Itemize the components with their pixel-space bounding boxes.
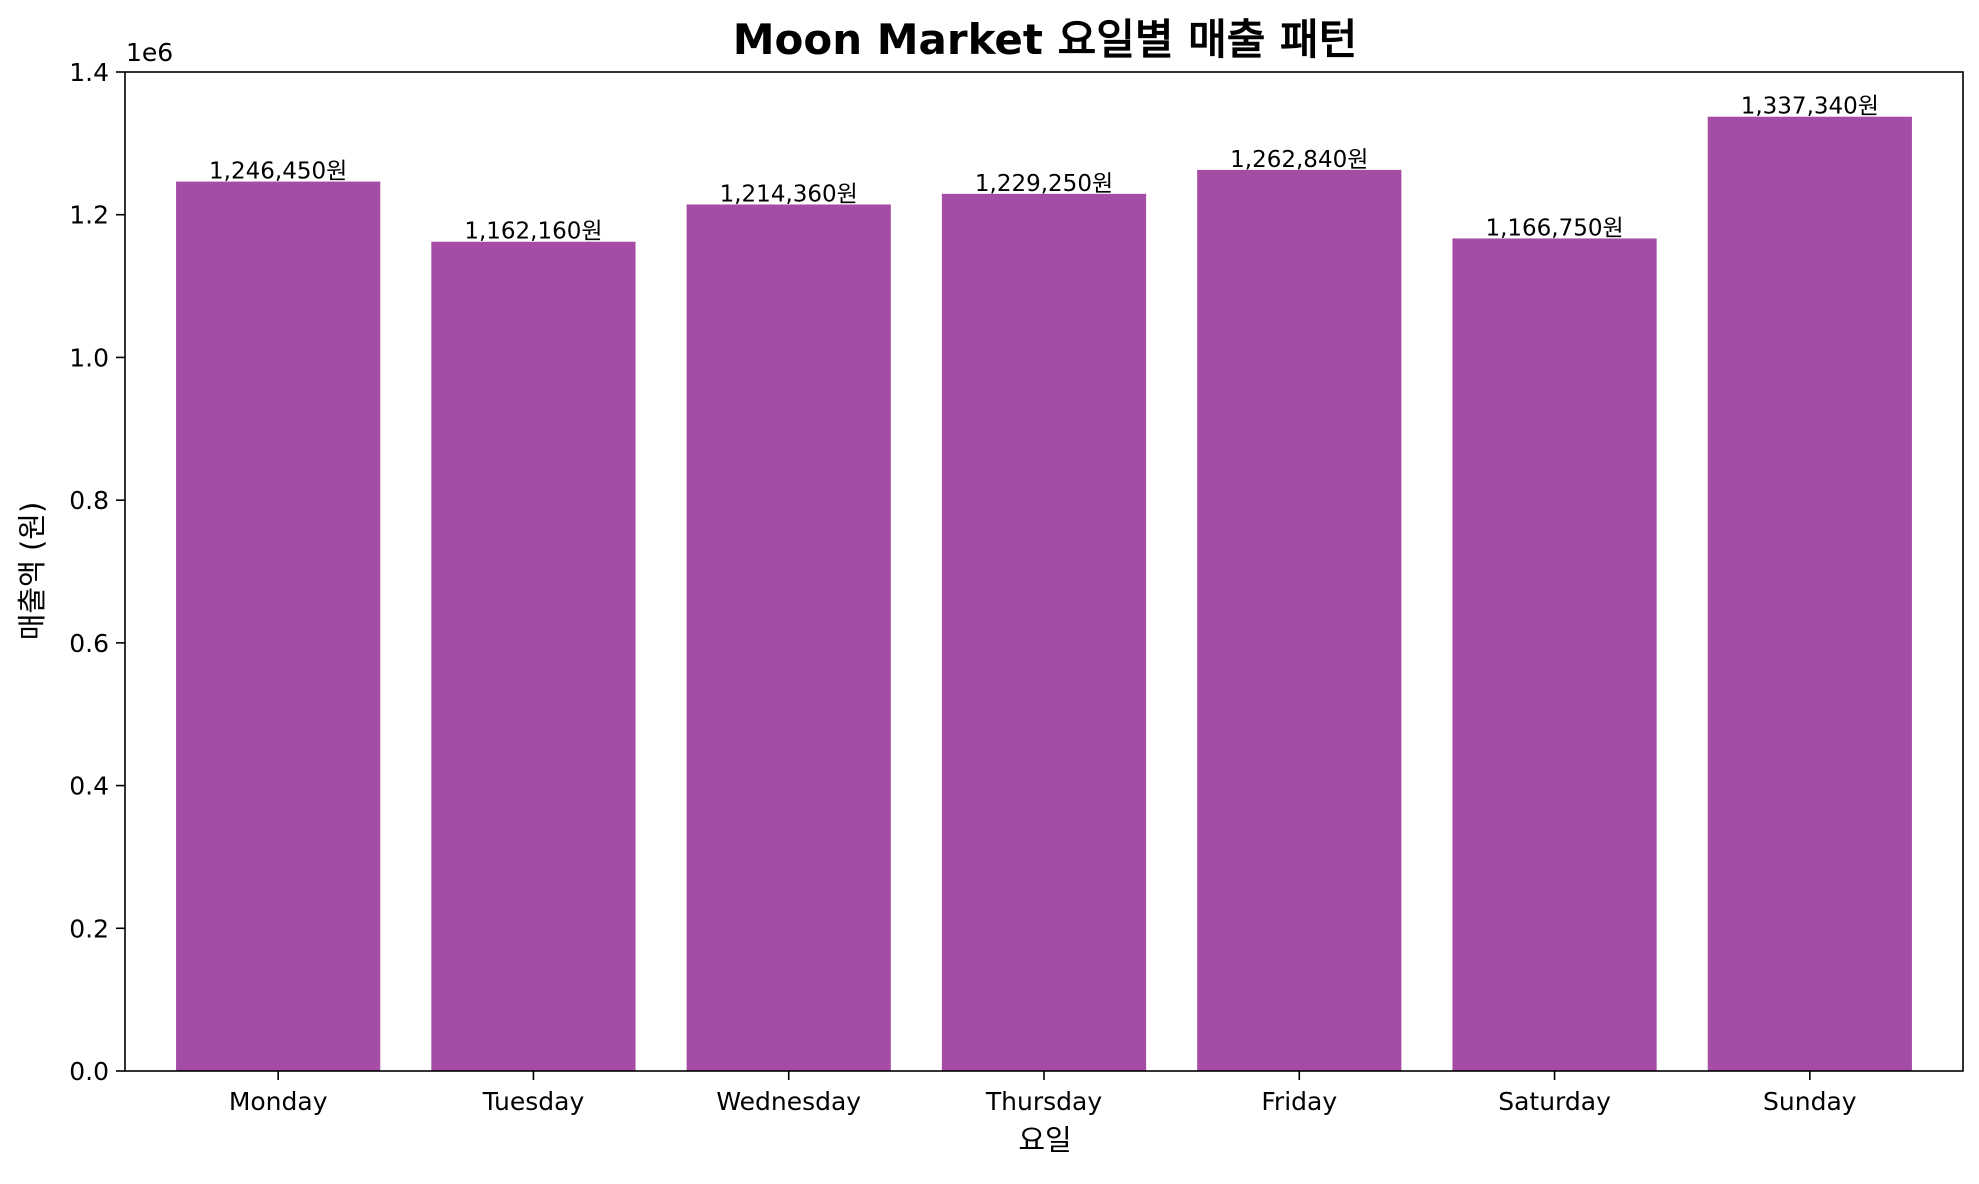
x-tick-label: Saturday	[1498, 1087, 1611, 1116]
x-tick-label: Tuesday	[482, 1087, 585, 1116]
bar-value-labels: 1,246,450원 1,162,160원 1,214,360원 1,229,250원…	[209, 94, 1879, 245]
bars-layer	[176, 116, 1912, 1072]
x-tick-label: Friday	[1261, 1087, 1337, 1116]
bar-monday	[176, 181, 381, 1071]
bar-value-label: 1,229,250원	[975, 171, 1113, 197]
x-tick-label: Monday	[229, 1087, 328, 1116]
x-axis-label: 요일	[1018, 1123, 1071, 1157]
y-tick-label: 0.2	[69, 914, 109, 943]
bar-sunday	[1707, 116, 1912, 1071]
x-tick-label: Thursday	[985, 1087, 1102, 1116]
y-tick-label: 1.2	[69, 201, 109, 230]
axis-ticks: Monday Tuesday Wednesday Thursday Friday Satu…	[69, 58, 1857, 1116]
y-tick-label: 0.6	[69, 629, 109, 658]
y-axis-label: 매출액 (원)	[15, 502, 49, 641]
bar-value-label: 1,166,750원	[1485, 215, 1623, 241]
y-tick-label: 0.8	[69, 486, 109, 515]
y-axis-offset-label: 1e6	[126, 38, 173, 67]
bar-value-label: 1,214,360원	[720, 181, 858, 207]
bar-value-label: 1,262,840원	[1230, 147, 1368, 173]
plot-frame	[124, 71, 1964, 1072]
bar-value-label: 1,337,340원	[1741, 94, 1879, 120]
y-tick-label: 1.4	[69, 58, 109, 87]
bar-value-label: 1,162,160원	[464, 219, 602, 245]
y-tick-label: 0.0	[69, 1057, 109, 1086]
chart-title: Moon Market 요일별 매출 패턴	[733, 15, 1358, 64]
bar-friday	[1197, 169, 1402, 1071]
bar-thursday	[941, 193, 1147, 1072]
x-tick-label: Wednesday	[716, 1087, 861, 1116]
bar-tuesday	[431, 241, 636, 1072]
bar-wednesday	[686, 204, 891, 1072]
y-tick-label: 0.4	[69, 772, 109, 801]
y-tick-label: 1.0	[69, 343, 109, 372]
bar-value-label: 1,246,450원	[209, 159, 347, 185]
x-tick-label: Sunday	[1763, 1087, 1857, 1116]
bar-saturday	[1452, 238, 1657, 1071]
